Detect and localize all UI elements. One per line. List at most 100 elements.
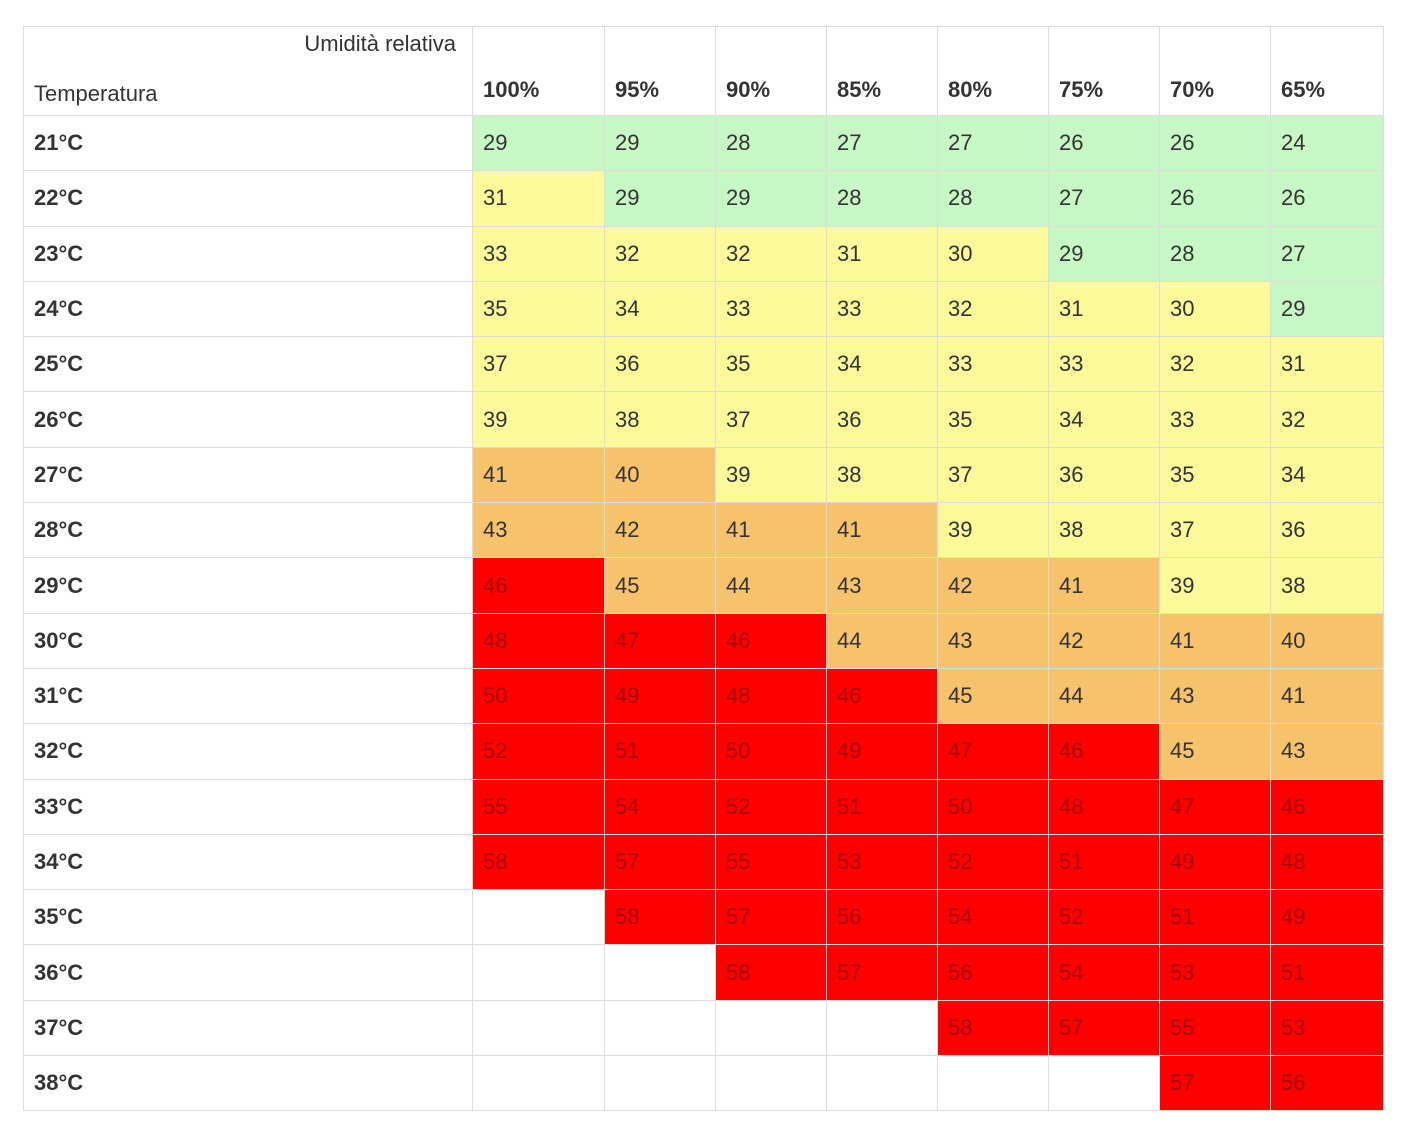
- row-header-temperature: 23°C: [23, 225, 473, 282]
- heat-index-cell: 54: [1048, 944, 1160, 1001]
- heat-index-cell: 36: [1270, 502, 1384, 559]
- column-header-humidity: 85%: [826, 26, 938, 116]
- humidity-axis-title: Umidità relativa: [304, 31, 456, 56]
- heat-index-cell: 36: [826, 391, 938, 448]
- table-row: 28°C 43 42 41 41 39 38 37 36: [23, 502, 1384, 559]
- heat-index-cell: 40: [1270, 612, 1384, 669]
- heat-index-cell: 34: [604, 280, 716, 338]
- heat-index-cell: 29: [604, 170, 716, 227]
- heat-index-cell: 47: [937, 723, 1049, 780]
- row-header-temperature: 28°C: [23, 502, 473, 559]
- heat-index-cell: 46: [826, 667, 938, 725]
- heat-index-cell: 49: [1159, 833, 1271, 891]
- heat-index-cell: 37: [472, 336, 605, 393]
- empty-cell: [604, 1055, 716, 1112]
- row-header-temperature: 25°C: [23, 336, 473, 393]
- row-header-temperature: 38°C: [23, 1055, 473, 1112]
- heat-index-cell: 46: [472, 557, 605, 614]
- heat-index-cell: 52: [1048, 889, 1160, 946]
- heat-index-cell: 41: [1270, 667, 1384, 725]
- heat-index-cell: 35: [937, 391, 1049, 448]
- heat-index-cell: 34: [1270, 446, 1384, 504]
- empty-cell: [472, 944, 605, 1001]
- heat-index-cell: 55: [1159, 999, 1271, 1057]
- column-header-humidity: 100%: [472, 26, 605, 116]
- table-row: 26°C 39 38 37 36 35 34 33 32: [23, 391, 1384, 448]
- empty-cell: [937, 1055, 1049, 1112]
- table-row: 37°C 58 57 55 53: [23, 999, 1384, 1057]
- heat-index-cell: 42: [604, 502, 716, 559]
- heat-index-cell: 48: [1270, 833, 1384, 891]
- heat-index-cell: 50: [715, 723, 827, 780]
- heat-index-cell: 53: [1270, 999, 1384, 1057]
- heat-index-cell: 58: [937, 999, 1049, 1057]
- heat-index-cell: 50: [472, 667, 605, 725]
- column-header-humidity: 65%: [1270, 26, 1384, 116]
- heat-index-cell: 39: [1159, 557, 1271, 614]
- heat-index-cell: 43: [1159, 667, 1271, 725]
- heat-index-cell: 33: [1048, 336, 1160, 393]
- row-header-temperature: 31°C: [23, 667, 473, 725]
- heat-index-cell: 48: [1048, 778, 1160, 835]
- empty-cell: [472, 1055, 605, 1112]
- heat-index-cell: 32: [937, 280, 1049, 338]
- heat-index-cell: 46: [715, 612, 827, 669]
- heat-index-cell: 49: [826, 723, 938, 780]
- heat-index-cell: 45: [937, 667, 1049, 725]
- row-header-temperature: 36°C: [23, 944, 473, 1001]
- heat-index-cell: 28: [715, 114, 827, 172]
- heat-index-cell: 49: [604, 667, 716, 725]
- column-header-humidity: 70%: [1159, 26, 1271, 116]
- heat-index-cell: 58: [715, 944, 827, 1001]
- heat-index-cell: 43: [937, 612, 1049, 669]
- row-header-temperature: 35°C: [23, 889, 473, 946]
- heat-index-cell: 41: [715, 502, 827, 559]
- heat-index-cell: 44: [715, 557, 827, 614]
- heat-index-cell: 52: [715, 778, 827, 835]
- row-header-temperature: 30°C: [23, 612, 473, 669]
- heat-index-cell: 37: [715, 391, 827, 448]
- heat-index-cell: 52: [937, 833, 1049, 891]
- heat-index-cell: 29: [1270, 280, 1384, 338]
- table-row: 23°C 33 32 32 31 30 29 28 27: [23, 225, 1384, 282]
- empty-cell: [826, 1055, 938, 1112]
- heat-index-cell: 51: [1159, 889, 1271, 946]
- table-row: 34°C 58 57 55 53 52 51 49 48: [23, 833, 1384, 891]
- heat-index-cell: 31: [826, 225, 938, 282]
- heat-index-cell: 51: [1048, 833, 1160, 891]
- row-header-temperature: 32°C: [23, 723, 473, 780]
- table-row: 24°C 35 34 33 33 32 31 30 29: [23, 280, 1384, 338]
- heat-index-cell: 51: [1270, 944, 1384, 1001]
- heat-index-cell: 34: [826, 336, 938, 393]
- heat-index-cell: 53: [826, 833, 938, 891]
- heat-index-cell: 33: [472, 225, 605, 282]
- heat-index-cell: 35: [715, 336, 827, 393]
- empty-cell: [715, 999, 827, 1057]
- table-row: 22°C 31 29 29 28 28 27 26 26: [23, 170, 1384, 227]
- column-header-humidity: 90%: [715, 26, 827, 116]
- heat-index-cell: 39: [472, 391, 605, 448]
- heat-index-cell: 31: [472, 170, 605, 227]
- heat-index-cell: 27: [1270, 225, 1384, 282]
- heat-index-cell: 55: [715, 833, 827, 891]
- heat-index-cell: 31: [1048, 280, 1160, 338]
- table-body: 21°C 29 29 28 27 27 26 26 24 22°C 31 29 29 28 28 27 26 26…: [23, 114, 1384, 1112]
- heat-index-cell: 38: [604, 391, 716, 448]
- empty-cell: [472, 889, 605, 946]
- heat-index-cell: 41: [1159, 612, 1271, 669]
- heat-index-cell: 47: [1159, 778, 1271, 835]
- heat-index-cell: 57: [826, 944, 938, 1001]
- row-header-temperature: 21°C: [23, 114, 473, 172]
- heat-index-cell: 46: [1270, 778, 1384, 835]
- heat-index-cell: 48: [715, 667, 827, 725]
- row-header-temperature: 29°C: [23, 557, 473, 614]
- table-row: 21°C 29 29 28 27 27 26 26 24: [23, 114, 1384, 172]
- heat-index-cell: 32: [604, 225, 716, 282]
- empty-cell: [604, 999, 716, 1057]
- heat-index-cell: 44: [1048, 667, 1160, 725]
- heat-index-cell: 35: [1159, 446, 1271, 504]
- heat-index-cell: 56: [1270, 1055, 1384, 1112]
- row-header-temperature: 22°C: [23, 170, 473, 227]
- row-header-temperature: 33°C: [23, 778, 473, 835]
- heat-index-cell: 35: [472, 280, 605, 338]
